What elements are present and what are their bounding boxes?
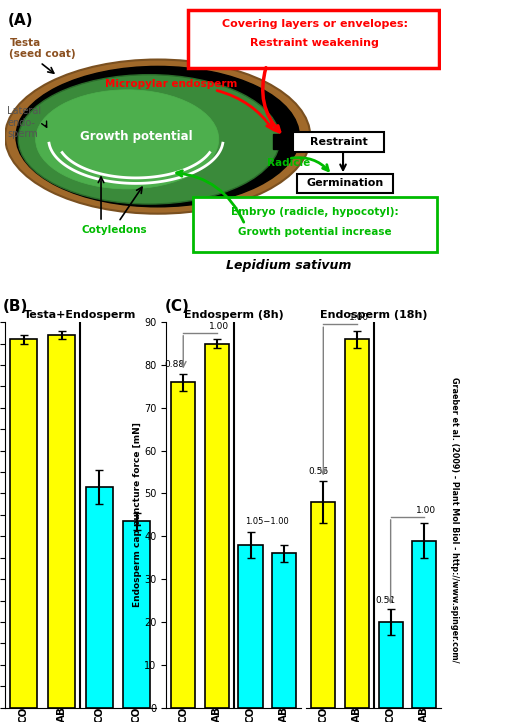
Text: 1.00: 1.00 bbox=[348, 313, 368, 322]
Bar bbox=[344, 339, 369, 708]
FancyBboxPatch shape bbox=[297, 174, 392, 193]
Title: Testa+Endosperm: Testa+Endosperm bbox=[24, 310, 136, 320]
Text: (A): (A) bbox=[7, 13, 33, 27]
Text: Growth potential increase: Growth potential increase bbox=[237, 227, 391, 237]
Text: 1.00: 1.00 bbox=[208, 322, 228, 331]
Text: Germination: Germination bbox=[306, 178, 383, 188]
Bar bbox=[10, 339, 38, 708]
Bar bbox=[205, 344, 229, 708]
Bar bbox=[272, 553, 296, 708]
Title: Endosperm (18h): Endosperm (18h) bbox=[320, 310, 427, 320]
Text: (C): (C) bbox=[164, 299, 189, 313]
Text: 0.88: 0.88 bbox=[164, 360, 185, 369]
Y-axis label: Endosperm cap puncture force [mN]: Endosperm cap puncture force [mN] bbox=[132, 422, 142, 607]
Title: Endosperm (8h): Endosperm (8h) bbox=[184, 310, 283, 320]
Text: Testa
(seed coat): Testa (seed coat) bbox=[10, 38, 76, 59]
Bar bbox=[48, 335, 75, 708]
Ellipse shape bbox=[36, 90, 218, 189]
Text: Graeber et al. (2009) - Plant Mol Biol - http://www.spinger.com/: Graeber et al. (2009) - Plant Mol Biol -… bbox=[449, 377, 459, 663]
FancyBboxPatch shape bbox=[192, 197, 436, 252]
Text: Restraint: Restraint bbox=[309, 137, 367, 147]
Text: 0.56: 0.56 bbox=[307, 467, 328, 477]
Ellipse shape bbox=[16, 66, 299, 206]
Bar bbox=[378, 622, 402, 708]
Text: Growth potential: Growth potential bbox=[79, 130, 192, 143]
Text: Cotyledons: Cotyledons bbox=[81, 225, 147, 235]
Text: Lepidium sativum: Lepidium sativum bbox=[225, 259, 351, 272]
Text: Micropylar endosperm: Micropylar endosperm bbox=[104, 79, 237, 90]
Bar bbox=[310, 502, 335, 708]
Text: (B): (B) bbox=[3, 299, 29, 313]
Ellipse shape bbox=[5, 59, 309, 214]
Bar bbox=[238, 545, 262, 708]
Text: Lateral
endo-
sperm: Lateral endo- sperm bbox=[7, 106, 41, 139]
Text: Covering layers or envelopes:: Covering layers or envelopes: bbox=[221, 19, 407, 29]
Text: Radicle: Radicle bbox=[266, 158, 309, 168]
Text: 1.00: 1.00 bbox=[415, 506, 435, 515]
FancyBboxPatch shape bbox=[292, 132, 384, 152]
Text: Embryo (radicle, hypocotyl):: Embryo (radicle, hypocotyl): bbox=[231, 207, 398, 217]
Bar bbox=[171, 382, 195, 708]
FancyBboxPatch shape bbox=[188, 10, 438, 68]
Ellipse shape bbox=[18, 74, 279, 204]
Bar bbox=[273, 134, 292, 149]
Bar bbox=[123, 521, 150, 708]
Text: 0.51: 0.51 bbox=[375, 596, 395, 605]
Bar bbox=[86, 487, 112, 708]
Bar bbox=[411, 541, 436, 708]
Text: 1.05−1.00: 1.05−1.00 bbox=[245, 516, 289, 526]
Text: Restraint weakening: Restraint weakening bbox=[250, 38, 378, 48]
